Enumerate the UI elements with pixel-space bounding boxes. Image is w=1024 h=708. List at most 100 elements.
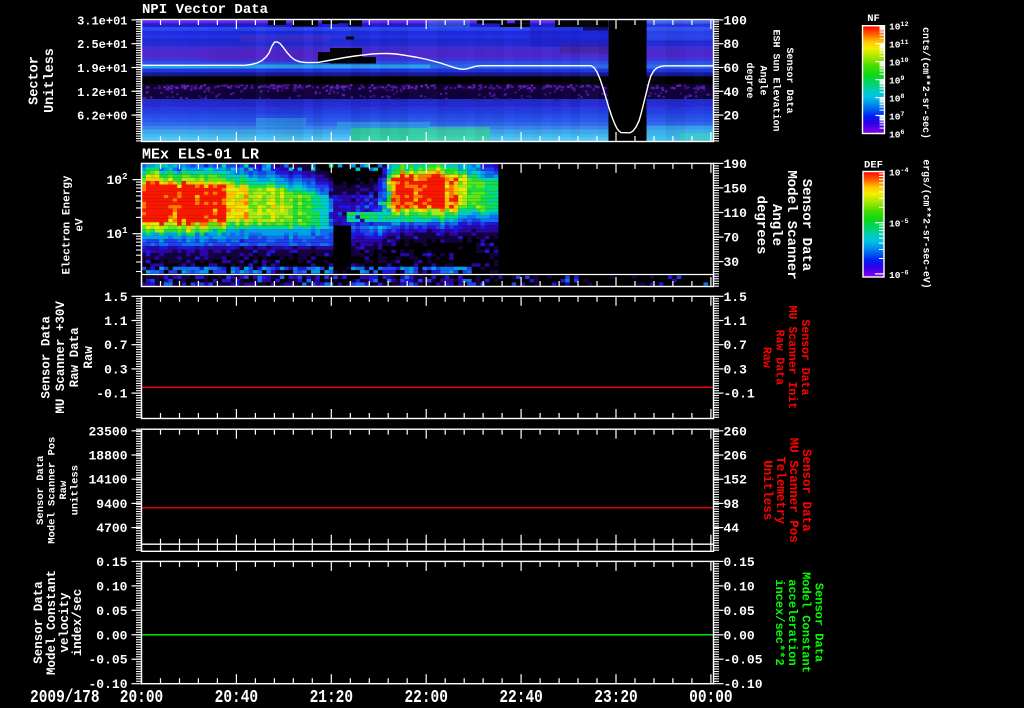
svg-text:150: 150 [724,181,748,196]
svg-text:0.3: 0.3 [104,362,128,377]
svg-text:Sensor Data: Sensor Data [783,47,794,113]
svg-text:18800: 18800 [88,449,127,464]
svg-text:Model Scanner: Model Scanner [783,170,799,279]
svg-text:0.7: 0.7 [104,338,127,353]
svg-text:23500: 23500 [88,424,127,439]
svg-text:4700: 4700 [96,521,127,536]
svg-text:NPI Vector Data: NPI Vector Data [142,2,269,18]
svg-text:-0.1: -0.1 [96,387,127,402]
svg-text:degrees: degrees [753,196,769,255]
svg-text:1012: 1012 [889,21,909,33]
svg-text:1011: 1011 [889,39,909,51]
svg-text:Telemetry: Telemetry [773,456,787,524]
svg-text:Model Constant: Model Constant [798,572,812,673]
svg-text:108: 108 [889,93,905,105]
svg-text:-0.10: -0.10 [88,677,127,692]
svg-text:106: 106 [889,129,905,141]
svg-text:Angle: Angle [756,65,768,95]
svg-text:40: 40 [724,85,740,100]
svg-text:0.15: 0.15 [724,555,755,570]
svg-text:Electron Energy: Electron Energy [61,175,73,274]
svg-text:100: 100 [724,13,748,28]
svg-text:degree: degree [743,62,755,98]
svg-text:10-5: 10-5 [889,218,909,230]
svg-text:Unitless: Unitless [43,48,58,113]
svg-text:0.15: 0.15 [96,555,127,570]
svg-text:Model Constant: Model Constant [45,570,59,675]
svg-text:1.2e+01: 1.2e+01 [77,86,127,100]
svg-text:-0.05: -0.05 [724,653,763,668]
svg-text:14100: 14100 [88,473,127,488]
svg-text:260: 260 [724,424,748,439]
svg-text:0.10: 0.10 [724,579,755,594]
svg-text:110: 110 [724,206,748,221]
svg-text:23:20: 23:20 [594,687,637,708]
svg-text:0.05: 0.05 [724,604,755,619]
svg-text:0.00: 0.00 [724,628,755,643]
svg-text:velocity: velocity [58,592,72,653]
svg-text:MEx ELS-01 LR: MEx ELS-01 LR [142,147,259,164]
svg-text:70: 70 [724,231,740,246]
svg-text:0.00: 0.00 [96,628,127,643]
svg-text:Raw Data: Raw Data [68,327,82,388]
svg-text:1010: 1010 [889,57,909,69]
svg-text:Sensor Data: Sensor Data [32,581,46,664]
svg-text:2009/178: 2009/178 [30,687,100,708]
svg-text:1.5: 1.5 [104,290,128,305]
svg-text:206: 206 [724,449,748,464]
svg-text:20: 20 [724,109,740,124]
svg-text:20:00: 20:00 [120,687,163,708]
svg-text:MU Scanner +30V: MU Scanner +30V [54,301,68,414]
svg-text:acceleration: acceleration [785,579,799,665]
svg-text:Sensor Data: Sensor Data [798,179,814,272]
svg-text:80: 80 [724,37,740,52]
svg-text:Sensor Data: Sensor Data [35,455,47,525]
svg-text:unitless: unitless [70,465,82,515]
svg-text:3.1e+01: 3.1e+01 [77,14,127,28]
svg-text:MU Scanner Pos: MU Scanner Pos [786,438,800,543]
svg-text:Sensor Data: Sensor Data [798,319,811,395]
svg-text:incex/sec**2: incex/sec**2 [772,579,786,665]
svg-text:Raw: Raw [760,347,773,368]
svg-text:Model Scanner Pos: Model Scanner Pos [47,437,59,544]
svg-text:0.05: 0.05 [96,604,127,619]
svg-text:0.7: 0.7 [724,338,747,353]
svg-text:Sensor Data: Sensor Data [812,583,826,662]
svg-text:MU Scanner Init: MU Scanner Init [785,306,798,410]
svg-text:00:00: 00:00 [689,687,732,708]
svg-text:190: 190 [724,157,748,172]
svg-text:index/sec: index/sec [71,589,85,657]
svg-text:Sensor Data: Sensor Data [40,316,54,399]
svg-text:60: 60 [724,61,740,76]
svg-text:10-6: 10-6 [889,269,909,281]
svg-text:98: 98 [724,497,740,512]
svg-text:-0.10: -0.10 [724,677,763,692]
svg-text:-0.05: -0.05 [88,653,127,668]
svg-text:Raw Data: Raw Data [772,330,785,385]
svg-text:0.10: 0.10 [96,579,127,594]
svg-text:cnts/(cm**2-sr-sec): cnts/(cm**2-sr-sec) [920,27,931,139]
svg-text:Sector: Sector [27,56,42,105]
svg-text:30: 30 [724,255,740,270]
svg-text:Raw: Raw [82,346,96,369]
svg-text:1.9e+01: 1.9e+01 [77,62,127,76]
svg-text:Sensor Data: Sensor Data [799,449,813,532]
svg-text:20:40: 20:40 [215,687,258,708]
svg-text:0.3: 0.3 [724,362,748,377]
svg-text:eV: eV [74,218,86,232]
svg-text:Angle: Angle [768,204,784,246]
svg-text:NF: NF [867,13,880,25]
svg-text:DEF: DEF [864,160,883,172]
svg-text:1.1: 1.1 [724,314,748,329]
svg-text:109: 109 [889,75,905,87]
svg-text:2.5e+01: 2.5e+01 [77,38,127,52]
svg-text:1.1: 1.1 [104,314,128,329]
svg-text:22:00: 22:00 [404,687,447,708]
svg-text:107: 107 [889,111,905,123]
svg-text:21:20: 21:20 [310,687,353,708]
svg-text:10-4: 10-4 [889,167,909,179]
svg-text:22:40: 22:40 [499,687,542,708]
svg-text:Raw: Raw [58,480,70,500]
svg-text:ESH Sun Elevation: ESH Sun Elevation [770,29,782,131]
svg-text:6.2e+00: 6.2e+00 [77,110,127,124]
